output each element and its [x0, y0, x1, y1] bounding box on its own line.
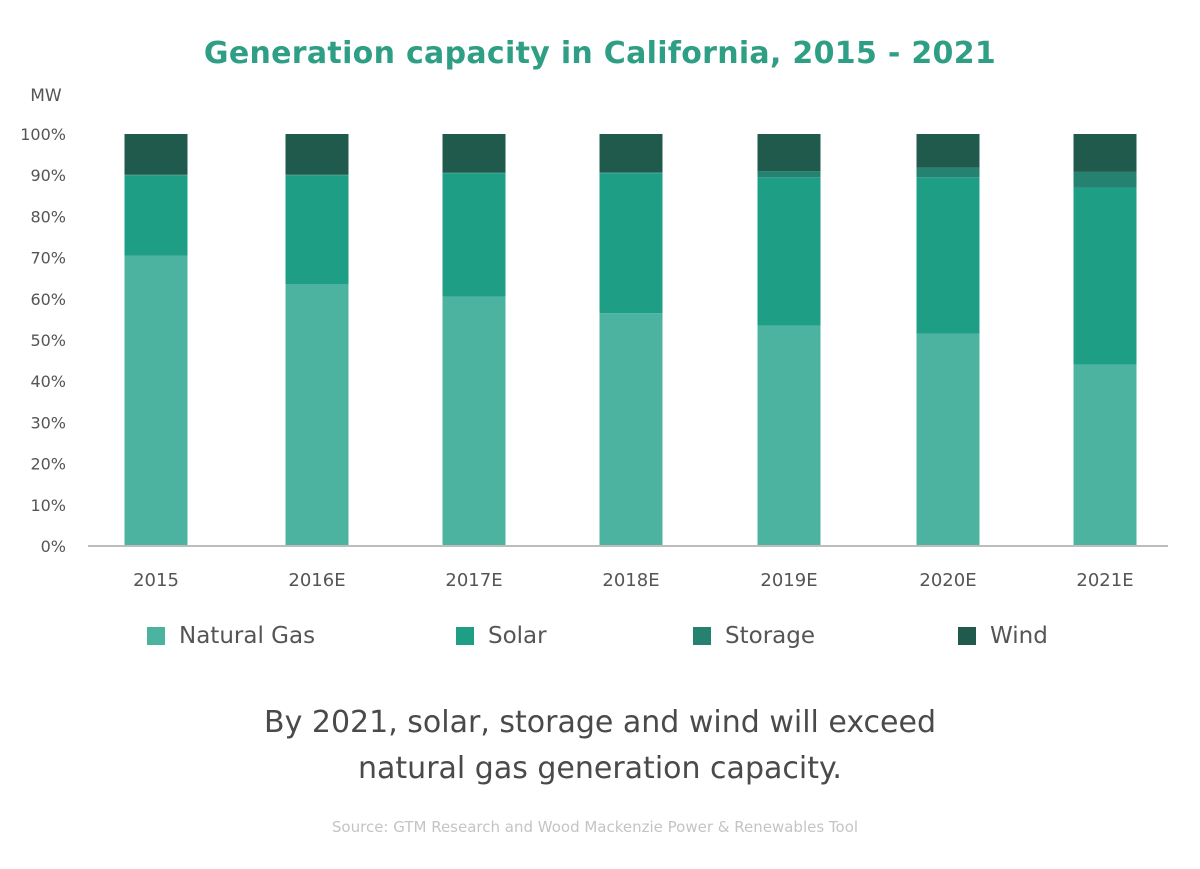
bar-segment-solar [124, 175, 188, 256]
chart-caption: By 2021, solar, storage and wind will ex… [0, 700, 1200, 792]
legend-label-solar: Solar [488, 623, 547, 649]
bar-segment-wind [1073, 134, 1137, 172]
bar-segment-storage [1073, 171, 1137, 188]
legend-swatch-natural-gas [147, 627, 165, 645]
bar-segment-wind [442, 134, 506, 173]
y-tick-label: 90% [30, 166, 66, 185]
legend-label-wind: Wind [990, 623, 1048, 649]
bar-segment-wind [916, 134, 980, 168]
x-tick-label: 2015 [133, 570, 179, 591]
bar-segment-wind [757, 134, 821, 172]
legend-item-storage: Storage [693, 620, 815, 652]
x-tick-label: 2018E [602, 570, 659, 591]
bar-segment-solar [599, 173, 663, 314]
x-tick-label: 2019E [760, 570, 817, 591]
bar-segment-wind [285, 134, 349, 175]
x-tick-label: 2020E [919, 570, 976, 591]
y-tick-label: 70% [30, 249, 66, 268]
legend-label-natural-gas: Natural Gas [179, 623, 316, 649]
bar-segment-solar [757, 177, 821, 326]
y-tick-label: 100% [20, 125, 66, 144]
y-tick-label: 40% [30, 372, 66, 391]
legend-item-wind: Wind [958, 620, 1048, 652]
source-note: Source: GTM Research and Wood Mackenzie … [331, 818, 859, 836]
y-tick-label: 20% [30, 455, 66, 474]
y-axis-unit-label: MW [30, 86, 62, 106]
bar-segment-solar [1073, 187, 1137, 365]
legend-item-solar: Solar [456, 620, 547, 652]
bars [124, 134, 1137, 547]
chart-title: Generation capacity in California, 2015 … [203, 36, 997, 71]
y-tick-label: 80% [30, 207, 66, 226]
legend-swatch-wind [958, 627, 976, 645]
y-axis-ticks: 0% 10% 20% 30% 40% 50% 60% 70% 80% 90% 100% [20, 125, 66, 556]
y-tick-label: 10% [30, 496, 66, 515]
y-tick-label: 50% [30, 331, 66, 350]
caption-line-2: natural gas generation capacity. [358, 751, 842, 786]
x-tick-label: 2017E [445, 570, 502, 591]
bar-segment-wind [599, 134, 663, 173]
bar-segment-natural-gas [916, 333, 980, 546]
bar-segment-solar [285, 175, 349, 285]
legend-item-natural-gas: Natural Gas [147, 620, 315, 652]
bar-segment-wind [124, 134, 188, 175]
bar-segment-solar [916, 177, 980, 334]
legend-swatch-solar [456, 627, 474, 645]
bar-segment-storage [916, 167, 980, 178]
bar-segment-storage [599, 172, 663, 174]
legend-swatch-storage [693, 627, 711, 645]
x-axis-ticks: 2015 2016E 2017E 2018E 2019E 2020E 2021E [133, 570, 1134, 591]
bar-segment-natural-gas [285, 284, 349, 546]
bar-segment-natural-gas [757, 325, 821, 546]
caption-line-1: By 2021, solar, storage and wind will ex… [263, 705, 937, 740]
y-tick-label: 60% [30, 290, 66, 309]
y-tick-label: 30% [30, 413, 66, 432]
x-tick-label: 2016E [288, 570, 345, 591]
legend-label-storage: Storage [725, 623, 815, 649]
legend: Natural Gas Solar Storage Wind [0, 620, 1200, 652]
bar-segment-natural-gas [1073, 364, 1137, 546]
bar-segment-natural-gas [124, 255, 188, 547]
x-tick-label: 2021E [1076, 570, 1133, 591]
y-tick-label: 0% [41, 537, 66, 556]
bar-segment-solar [442, 173, 506, 297]
bar-segment-natural-gas [599, 313, 663, 546]
bar-segment-storage [757, 171, 821, 178]
bar-segment-natural-gas [442, 296, 506, 546]
